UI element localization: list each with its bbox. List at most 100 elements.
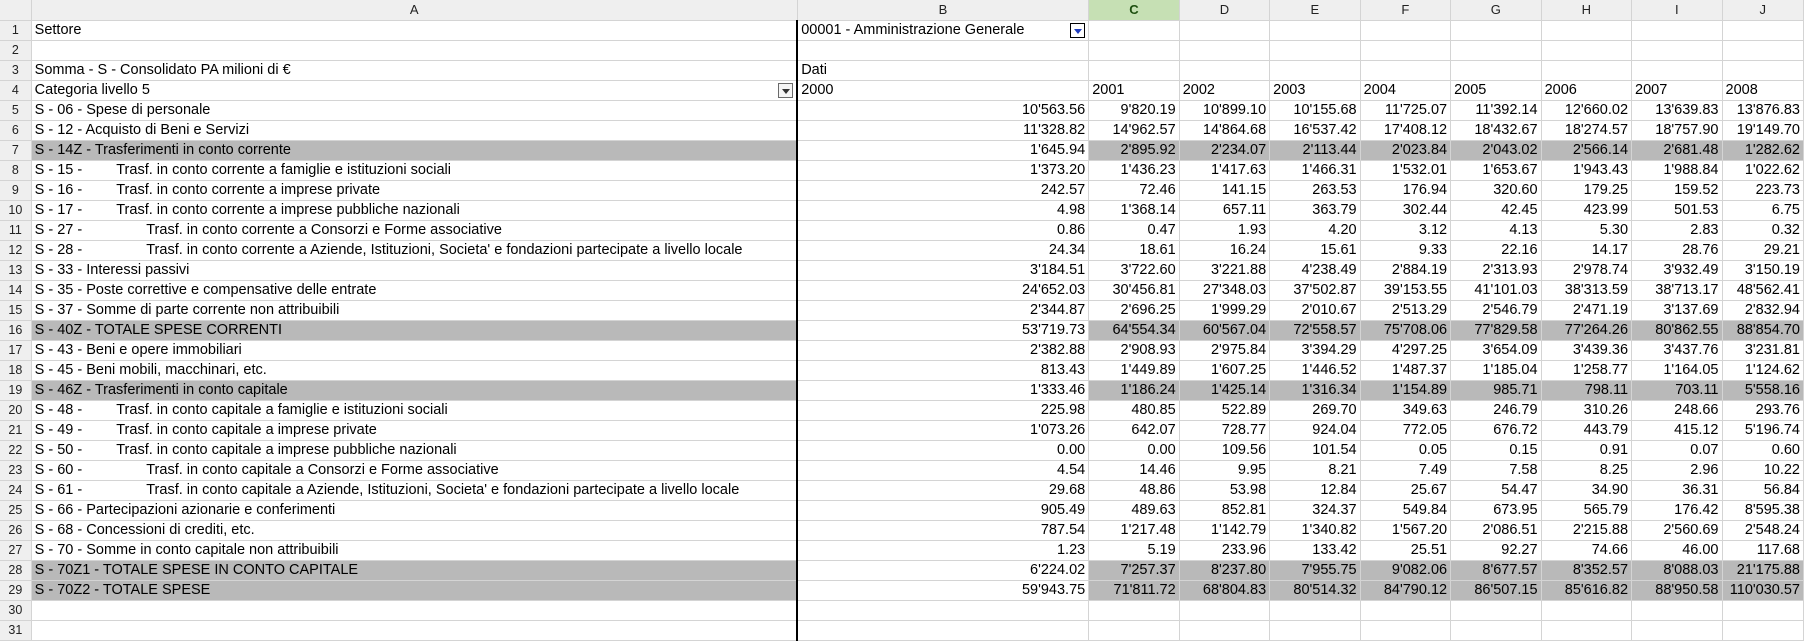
year-header[interactable]: 2002 [1179,80,1271,101]
value-cell[interactable]: 772.05 [1360,420,1452,441]
cell[interactable] [1631,620,1723,641]
cell[interactable] [797,620,1090,641]
value-cell[interactable]: 29.21 [1722,240,1804,261]
row-category-cell[interactable]: S - 61 - Trasf. in conto capitale a Azie… [31,480,799,501]
value-cell[interactable]: 242.57 [797,180,1090,201]
value-cell[interactable]: 501.53 [1631,200,1723,221]
value-cell[interactable]: 141.15 [1179,180,1271,201]
value-cell[interactable]: 22.16 [1450,240,1542,261]
value-cell[interactable]: 3'137.69 [1631,300,1723,321]
value-cell[interactable]: 2'023.84 [1360,140,1452,161]
cell[interactable] [1450,20,1542,41]
value-cell[interactable]: 80'514.32 [1269,580,1361,601]
value-cell[interactable]: 852.81 [1179,500,1271,521]
value-cell[interactable]: 2'382.88 [797,340,1090,361]
value-cell[interactable]: 8.21 [1269,460,1361,481]
value-cell[interactable]: 1'943.43 [1541,160,1633,181]
value-cell[interactable]: 7'955.75 [1269,560,1361,581]
value-cell[interactable]: 2'696.25 [1088,300,1180,321]
column-header-c[interactable]: C [1088,0,1180,21]
value-cell[interactable]: 4.13 [1450,220,1542,241]
value-cell[interactable]: 1'186.24 [1088,380,1180,401]
cell[interactable] [1088,620,1180,641]
value-cell[interactable]: 924.04 [1269,420,1361,441]
value-cell[interactable]: 75'708.06 [1360,320,1452,341]
cell[interactable] [1179,20,1271,41]
row-category-cell[interactable]: S - 17 - Trasf. in conto corrente a impr… [31,200,799,221]
row-header[interactable]: 1 [0,20,32,41]
value-cell[interactable]: 29.68 [797,480,1090,501]
row-header[interactable]: 4 [0,80,32,101]
value-cell[interactable]: 10.22 [1722,460,1804,481]
value-cell[interactable]: 71'811.72 [1088,580,1180,601]
column-header-e[interactable]: E [1269,0,1361,21]
value-cell[interactable]: 16.24 [1179,240,1271,261]
value-cell[interactable]: 1'607.25 [1179,360,1271,381]
filter-field-value-cell[interactable]: 00001 - Amministrazione Generale [797,20,1090,41]
row-category-cell[interactable]: S - 27 - Trasf. in conto corrente a Cons… [31,220,799,241]
cell[interactable] [1269,20,1361,41]
value-cell[interactable]: 0.15 [1450,440,1542,461]
value-cell[interactable]: 2'681.48 [1631,140,1723,161]
row-category-cell[interactable]: S - 15 - Trasf. in conto corrente a fami… [31,160,799,181]
value-cell[interactable]: 415.12 [1631,420,1723,441]
value-cell[interactable]: 2'215.88 [1541,520,1633,541]
value-cell[interactable]: 13'639.83 [1631,100,1723,121]
row-category-cell[interactable]: S - 43 - Beni e opere immobiliari [31,340,799,361]
value-cell[interactable]: 3'722.60 [1088,260,1180,281]
cell[interactable] [1541,60,1633,81]
year-header[interactable]: 2003 [1269,80,1361,101]
value-cell[interactable]: 293.76 [1722,400,1804,421]
value-cell[interactable]: 12.84 [1269,480,1361,501]
value-cell[interactable]: 2'010.67 [1269,300,1361,321]
row-category-cell[interactable]: S - 70Z1 - TOTALE SPESE IN CONTO CAPITAL… [31,560,799,581]
cell[interactable] [1360,20,1452,41]
cell[interactable] [1722,60,1804,81]
row-header[interactable]: 13 [0,260,32,281]
value-cell[interactable]: 11'392.14 [1450,100,1542,121]
row-header[interactable]: 9 [0,180,32,201]
row-category-cell[interactable]: S - 33 - Interessi passivi [31,260,799,281]
value-cell[interactable]: 1'154.89 [1360,380,1452,401]
filter-field-label[interactable]: Settore [31,20,799,41]
value-cell[interactable]: 2'908.93 [1088,340,1180,361]
row-category-cell[interactable]: S - 37 - Somme di parte corrente non att… [31,300,799,321]
cell[interactable] [1722,600,1804,621]
row-header[interactable]: 29 [0,580,32,601]
value-cell[interactable]: 2'975.84 [1179,340,1271,361]
cell[interactable] [1360,600,1452,621]
value-cell[interactable]: 0.47 [1088,220,1180,241]
value-cell[interactable]: 302.44 [1360,200,1452,221]
value-cell[interactable]: 642.07 [1088,420,1180,441]
row-header[interactable]: 21 [0,420,32,441]
cell[interactable] [1722,620,1804,641]
value-cell[interactable]: 10'563.56 [797,100,1090,121]
cell[interactable] [1088,60,1180,81]
value-cell[interactable]: 549.84 [1360,500,1452,521]
year-header[interactable]: 2006 [1541,80,1633,101]
value-cell[interactable]: 2'548.24 [1722,520,1804,541]
cell[interactable] [1631,60,1723,81]
value-cell[interactable]: 1'449.89 [1088,360,1180,381]
value-cell[interactable]: 4.54 [797,460,1090,481]
cell[interactable] [1269,60,1361,81]
value-cell[interactable]: 37'502.87 [1269,280,1361,301]
value-cell[interactable]: 3.12 [1360,220,1452,241]
value-cell[interactable]: 68'804.83 [1179,580,1271,601]
value-cell[interactable]: 2'978.74 [1541,260,1633,281]
value-cell[interactable]: 3'394.29 [1269,340,1361,361]
cell[interactable] [1541,600,1633,621]
value-cell[interactable]: 1'988.84 [1631,160,1723,181]
cell[interactable] [1088,600,1180,621]
value-cell[interactable]: 522.89 [1179,400,1271,421]
column-header-d[interactable]: D [1179,0,1271,21]
value-cell[interactable]: 5.19 [1088,540,1180,561]
value-cell[interactable]: 72'558.57 [1269,320,1361,341]
row-category-cell[interactable]: S - 46Z - Trasferimenti in conto capital… [31,380,799,401]
cell[interactable] [1088,20,1180,41]
value-cell[interactable]: 5'196.74 [1722,420,1804,441]
value-cell[interactable]: 30'456.81 [1088,280,1180,301]
value-cell[interactable]: 0.91 [1541,440,1633,461]
value-cell[interactable]: 2'560.69 [1631,520,1723,541]
